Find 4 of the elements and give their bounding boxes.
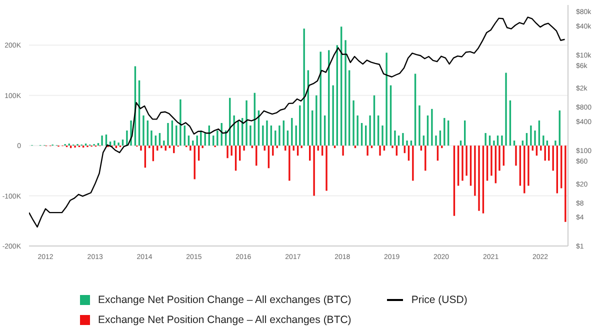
legend-label: Exchange Net Position Change – All exchanges (BTC): [98, 314, 352, 326]
legend-label: Price (USD): [411, 294, 468, 306]
line-series: [29, 16, 566, 228]
legend-label: Exchange Net Position Change – All exchanges (BTC): [98, 294, 352, 306]
